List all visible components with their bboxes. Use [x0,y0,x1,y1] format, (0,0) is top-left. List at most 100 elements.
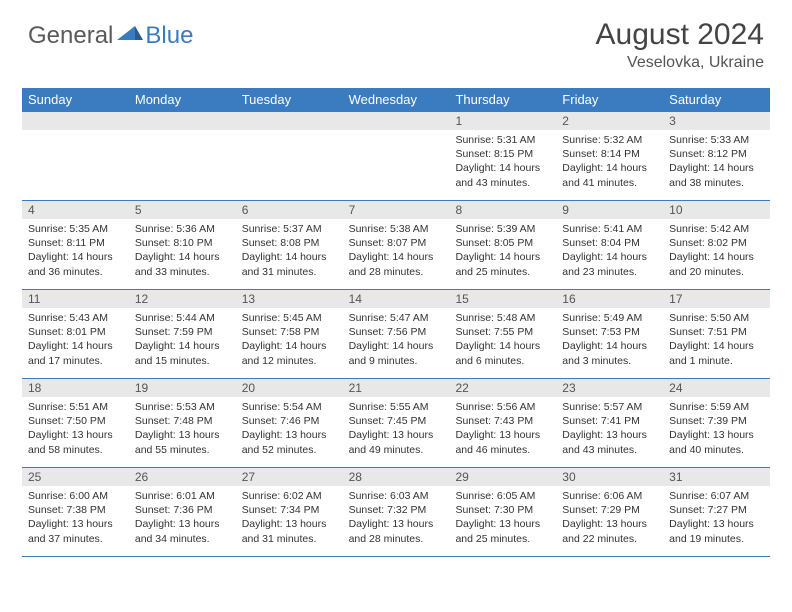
date-number: 21 [343,379,450,397]
calendar-cell: 5Sunrise: 5:36 AMSunset: 8:10 PMDaylight… [129,201,236,289]
calendar-cell [343,112,450,200]
cell-details: Sunrise: 5:51 AMSunset: 7:50 PMDaylight:… [22,397,129,460]
cell-details: Sunrise: 6:01 AMSunset: 7:36 PMDaylight:… [129,486,236,549]
date-number: 27 [236,468,343,486]
date-number: 24 [663,379,770,397]
date-number: 16 [556,290,663,308]
calendar-cell: 15Sunrise: 5:48 AMSunset: 7:55 PMDayligh… [449,290,556,378]
cell-details: Sunrise: 5:42 AMSunset: 8:02 PMDaylight:… [663,219,770,282]
date-number: 14 [343,290,450,308]
date-number: 22 [449,379,556,397]
date-number: 8 [449,201,556,219]
cell-details: Sunrise: 6:03 AMSunset: 7:32 PMDaylight:… [343,486,450,549]
calendar-week-row: 4Sunrise: 5:35 AMSunset: 8:11 PMDaylight… [22,201,770,290]
calendar-cell: 28Sunrise: 6:03 AMSunset: 7:32 PMDayligh… [343,468,450,556]
calendar-cell: 13Sunrise: 5:45 AMSunset: 7:58 PMDayligh… [236,290,343,378]
cell-details: Sunrise: 5:47 AMSunset: 7:56 PMDaylight:… [343,308,450,371]
date-number [22,112,129,130]
day-header: Wednesday [343,88,450,112]
date-number [236,112,343,130]
date-number: 4 [22,201,129,219]
cell-details: Sunrise: 5:37 AMSunset: 8:08 PMDaylight:… [236,219,343,282]
title-block: August 2024 Veselovka, Ukraine [596,18,764,72]
date-number [129,112,236,130]
location-label: Veselovka, Ukraine [596,54,764,72]
date-number: 5 [129,201,236,219]
date-number: 10 [663,201,770,219]
logo: General Blue [28,22,193,50]
calendar-cell [236,112,343,200]
cell-details: Sunrise: 5:32 AMSunset: 8:14 PMDaylight:… [556,130,663,193]
cell-details: Sunrise: 6:02 AMSunset: 7:34 PMDaylight:… [236,486,343,549]
cell-details: Sunrise: 5:59 AMSunset: 7:39 PMDaylight:… [663,397,770,460]
calendar-cell: 22Sunrise: 5:56 AMSunset: 7:43 PMDayligh… [449,379,556,467]
date-number: 13 [236,290,343,308]
date-number: 3 [663,112,770,130]
date-number: 9 [556,201,663,219]
day-header: Thursday [449,88,556,112]
day-header: Friday [556,88,663,112]
calendar-cell: 25Sunrise: 6:00 AMSunset: 7:38 PMDayligh… [22,468,129,556]
cell-details: Sunrise: 5:43 AMSunset: 8:01 PMDaylight:… [22,308,129,371]
day-header: Sunday [22,88,129,112]
cell-details: Sunrise: 5:38 AMSunset: 8:07 PMDaylight:… [343,219,450,282]
calendar-cell: 29Sunrise: 6:05 AMSunset: 7:30 PMDayligh… [449,468,556,556]
calendar-week-row: 1Sunrise: 5:31 AMSunset: 8:15 PMDaylight… [22,112,770,201]
logo-triangle-icon [117,24,143,49]
calendar-week-row: 18Sunrise: 5:51 AMSunset: 7:50 PMDayligh… [22,379,770,468]
cell-details: Sunrise: 5:48 AMSunset: 7:55 PMDaylight:… [449,308,556,371]
calendar-cell: 31Sunrise: 6:07 AMSunset: 7:27 PMDayligh… [663,468,770,556]
cell-details: Sunrise: 5:33 AMSunset: 8:12 PMDaylight:… [663,130,770,193]
date-number: 19 [129,379,236,397]
logo-text-general: General [28,22,113,50]
date-number: 12 [129,290,236,308]
page-title: August 2024 [596,18,764,52]
date-number: 28 [343,468,450,486]
cell-details: Sunrise: 5:49 AMSunset: 7:53 PMDaylight:… [556,308,663,371]
date-number: 15 [449,290,556,308]
calendar-week-row: 25Sunrise: 6:00 AMSunset: 7:38 PMDayligh… [22,468,770,557]
day-header: Saturday [663,88,770,112]
calendar-cell: 26Sunrise: 6:01 AMSunset: 7:36 PMDayligh… [129,468,236,556]
calendar-cell: 8Sunrise: 5:39 AMSunset: 8:05 PMDaylight… [449,201,556,289]
calendar-cell [129,112,236,200]
calendar-cell: 21Sunrise: 5:55 AMSunset: 7:45 PMDayligh… [343,379,450,467]
date-number: 17 [663,290,770,308]
cell-details: Sunrise: 5:54 AMSunset: 7:46 PMDaylight:… [236,397,343,460]
calendar-cell: 11Sunrise: 5:43 AMSunset: 8:01 PMDayligh… [22,290,129,378]
calendar-cell: 14Sunrise: 5:47 AMSunset: 7:56 PMDayligh… [343,290,450,378]
calendar-cell: 18Sunrise: 5:51 AMSunset: 7:50 PMDayligh… [22,379,129,467]
calendar-cell: 6Sunrise: 5:37 AMSunset: 8:08 PMDaylight… [236,201,343,289]
cell-details: Sunrise: 5:57 AMSunset: 7:41 PMDaylight:… [556,397,663,460]
cell-details: Sunrise: 5:44 AMSunset: 7:59 PMDaylight:… [129,308,236,371]
calendar-cell: 2Sunrise: 5:32 AMSunset: 8:14 PMDaylight… [556,112,663,200]
calendar-cell: 30Sunrise: 6:06 AMSunset: 7:29 PMDayligh… [556,468,663,556]
cell-details: Sunrise: 5:56 AMSunset: 7:43 PMDaylight:… [449,397,556,460]
date-number: 6 [236,201,343,219]
day-headers-row: SundayMondayTuesdayWednesdayThursdayFrid… [22,88,770,112]
calendar-cell: 16Sunrise: 5:49 AMSunset: 7:53 PMDayligh… [556,290,663,378]
cell-details: Sunrise: 6:07 AMSunset: 7:27 PMDaylight:… [663,486,770,549]
calendar-cell: 1Sunrise: 5:31 AMSunset: 8:15 PMDaylight… [449,112,556,200]
date-number: 30 [556,468,663,486]
cell-details: Sunrise: 5:35 AMSunset: 8:11 PMDaylight:… [22,219,129,282]
logo-text-blue: Blue [145,22,193,50]
calendar-cell: 4Sunrise: 5:35 AMSunset: 8:11 PMDaylight… [22,201,129,289]
cell-details: Sunrise: 6:06 AMSunset: 7:29 PMDaylight:… [556,486,663,549]
calendar-week-row: 11Sunrise: 5:43 AMSunset: 8:01 PMDayligh… [22,290,770,379]
date-number: 11 [22,290,129,308]
cell-details: Sunrise: 5:41 AMSunset: 8:04 PMDaylight:… [556,219,663,282]
date-number: 7 [343,201,450,219]
calendar-cell: 23Sunrise: 5:57 AMSunset: 7:41 PMDayligh… [556,379,663,467]
calendar-cell: 19Sunrise: 5:53 AMSunset: 7:48 PMDayligh… [129,379,236,467]
calendar-cell: 10Sunrise: 5:42 AMSunset: 8:02 PMDayligh… [663,201,770,289]
calendar-cell: 20Sunrise: 5:54 AMSunset: 7:46 PMDayligh… [236,379,343,467]
calendar-cell: 3Sunrise: 5:33 AMSunset: 8:12 PMDaylight… [663,112,770,200]
cell-details: Sunrise: 5:36 AMSunset: 8:10 PMDaylight:… [129,219,236,282]
date-number [343,112,450,130]
cell-details: Sunrise: 5:55 AMSunset: 7:45 PMDaylight:… [343,397,450,460]
calendar-cell: 27Sunrise: 6:02 AMSunset: 7:34 PMDayligh… [236,468,343,556]
calendar-cell: 7Sunrise: 5:38 AMSunset: 8:07 PMDaylight… [343,201,450,289]
cell-details: Sunrise: 6:00 AMSunset: 7:38 PMDaylight:… [22,486,129,549]
date-number: 29 [449,468,556,486]
